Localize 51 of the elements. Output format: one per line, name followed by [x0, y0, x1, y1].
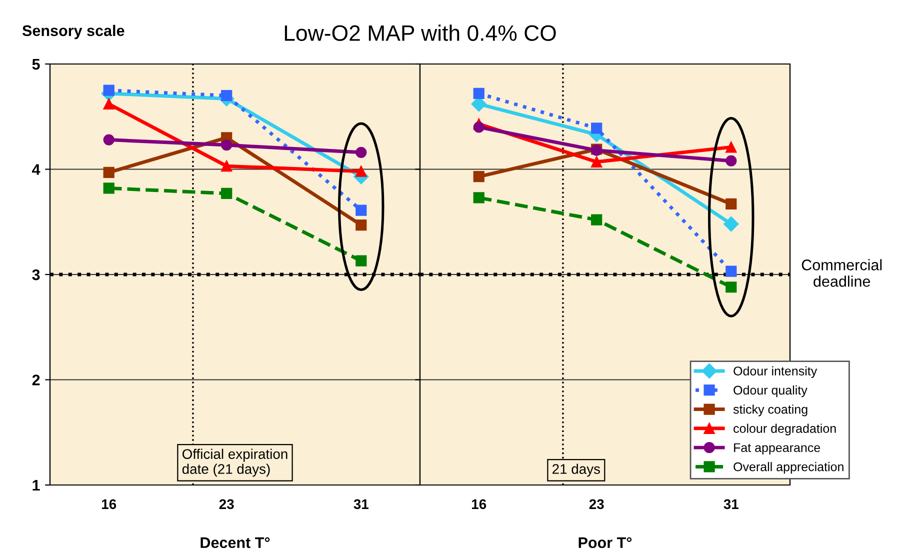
- y-tick-label: 5: [32, 59, 40, 70]
- point: [726, 142, 737, 153]
- x-tick-label: 16: [472, 499, 486, 510]
- y-tick-label: 1: [32, 480, 40, 491]
- point: [221, 90, 232, 102]
- legend-label: Odour intensity: [734, 366, 818, 378]
- point: [591, 156, 602, 168]
- point: [103, 98, 114, 110]
- y-tick-label: 2: [32, 374, 40, 386]
- legend-label: colour degradation: [734, 424, 836, 436]
- y-tick-label: 4: [32, 164, 40, 175]
- point: [726, 266, 737, 277]
- point: [473, 171, 484, 182]
- point: [356, 255, 367, 266]
- x-tick-label: 23: [589, 499, 604, 510]
- point: [103, 134, 114, 146]
- point: [473, 122, 484, 133]
- point: [356, 146, 367, 158]
- point: [103, 84, 114, 96]
- y-tick-label: 3: [32, 269, 40, 280]
- ref-line-label: 21 days: [552, 464, 600, 477]
- y-axis-title: Sensory scale: [22, 24, 124, 40]
- point: [221, 160, 232, 172]
- legend-label: Overall appreciation: [734, 462, 844, 474]
- x-tick-label: 16: [102, 499, 116, 510]
- point: [591, 122, 602, 134]
- point: [221, 188, 232, 200]
- point: [473, 192, 484, 204]
- x-tick-label: 31: [354, 499, 368, 510]
- point: [221, 139, 232, 151]
- point: [726, 282, 737, 293]
- x-axis-title: Poor T°: [578, 537, 632, 548]
- chart-title: Low-O2 MAP with 0.4% CO: [284, 24, 556, 41]
- x-axis-title: Decent T°: [200, 537, 270, 548]
- point: [591, 214, 602, 226]
- point: [103, 182, 114, 194]
- ref-line-label: Commercial deadline: [802, 259, 882, 287]
- ref-line-label: Official expiration date (21 days): [182, 448, 288, 477]
- point: [356, 166, 367, 177]
- point: [473, 88, 484, 100]
- x-tick-label: 31: [724, 499, 738, 510]
- point: [103, 166, 114, 178]
- point: [726, 198, 737, 210]
- point: [726, 155, 737, 166]
- x-tick-label: 23: [219, 499, 234, 510]
- point: [356, 204, 367, 216]
- legend-label: sticky coating: [733, 404, 808, 416]
- legend-label: Odour quality: [734, 385, 808, 398]
- legend-label: Fat appearance: [734, 443, 820, 455]
- point: [724, 216, 739, 232]
- point: [356, 219, 367, 231]
